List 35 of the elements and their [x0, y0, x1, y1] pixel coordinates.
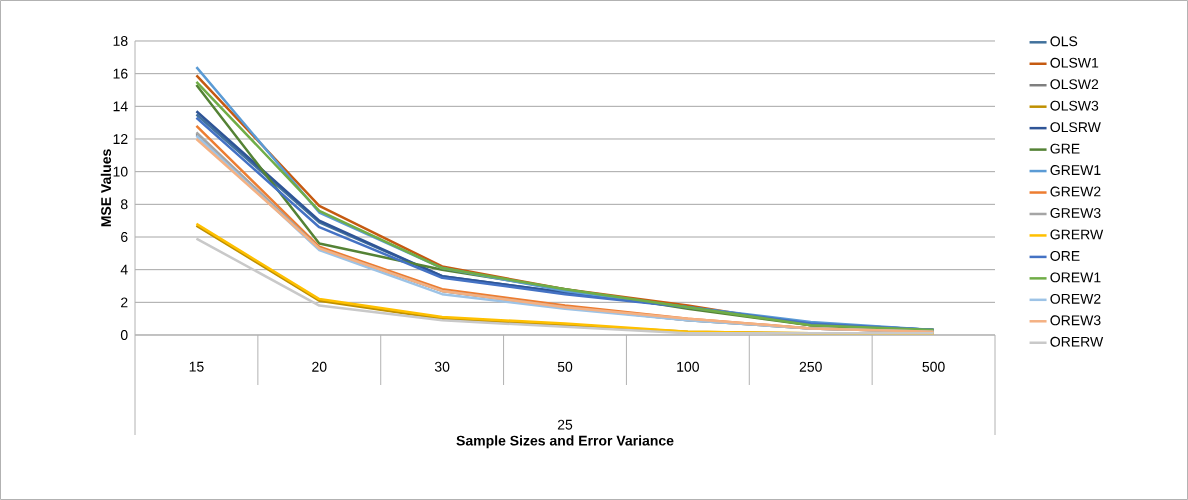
y-tick-label: 4 [120, 264, 128, 275]
x-tick-label: 50 [557, 361, 573, 372]
legend-label: GREW1 [1050, 165, 1101, 176]
legend-label: GRE [1050, 143, 1080, 154]
legend-label: GRERW [1050, 229, 1104, 240]
y-tick-label: 12 [113, 134, 128, 144]
y-tick-label: 6 [121, 232, 128, 242]
x-tick-label: 100 [677, 361, 699, 372]
legend-label: GREW3 [1050, 208, 1101, 218]
legend-label: OREW3 [1050, 315, 1101, 326]
legend-label: OLSW1 [1050, 57, 1099, 68]
y-tick-label: 14 [113, 101, 128, 112]
x-tick-label: 15 [189, 361, 204, 372]
legend-label: ORE [1050, 250, 1080, 261]
legend-label: ORERW [1050, 336, 1104, 347]
y-tick-label: 0 [120, 330, 128, 340]
legend-label: GREW2 [1050, 186, 1101, 197]
legend-label: OLSRW [1050, 122, 1101, 133]
x-tick-label: 20 [312, 361, 327, 372]
y-tick-label: 10 [113, 166, 128, 177]
x-tick-label: 500 [922, 361, 945, 372]
legend-label: OREW2 [1050, 293, 1101, 304]
legend-label: OREW1 [1050, 272, 1101, 283]
text: 25 [557, 419, 573, 430]
legend-label: OLSW2 [1050, 79, 1099, 90]
x-axis-title: Sample Sizes and Error Variance [456, 435, 674, 449]
x-tick-label: 250 [799, 361, 822, 372]
y-axis-title: MSE Values [100, 149, 112, 227]
y-tick-label: 8 [120, 199, 128, 210]
y-tick-label: 16 [113, 68, 128, 79]
legend-label: OLSW3 [1050, 100, 1099, 111]
y-tick-label: 18 [113, 36, 128, 46]
x-tick-label: 30 [434, 361, 450, 372]
legend-label: OLS [1050, 36, 1078, 47]
y-tick-label: 2 [121, 297, 128, 308]
